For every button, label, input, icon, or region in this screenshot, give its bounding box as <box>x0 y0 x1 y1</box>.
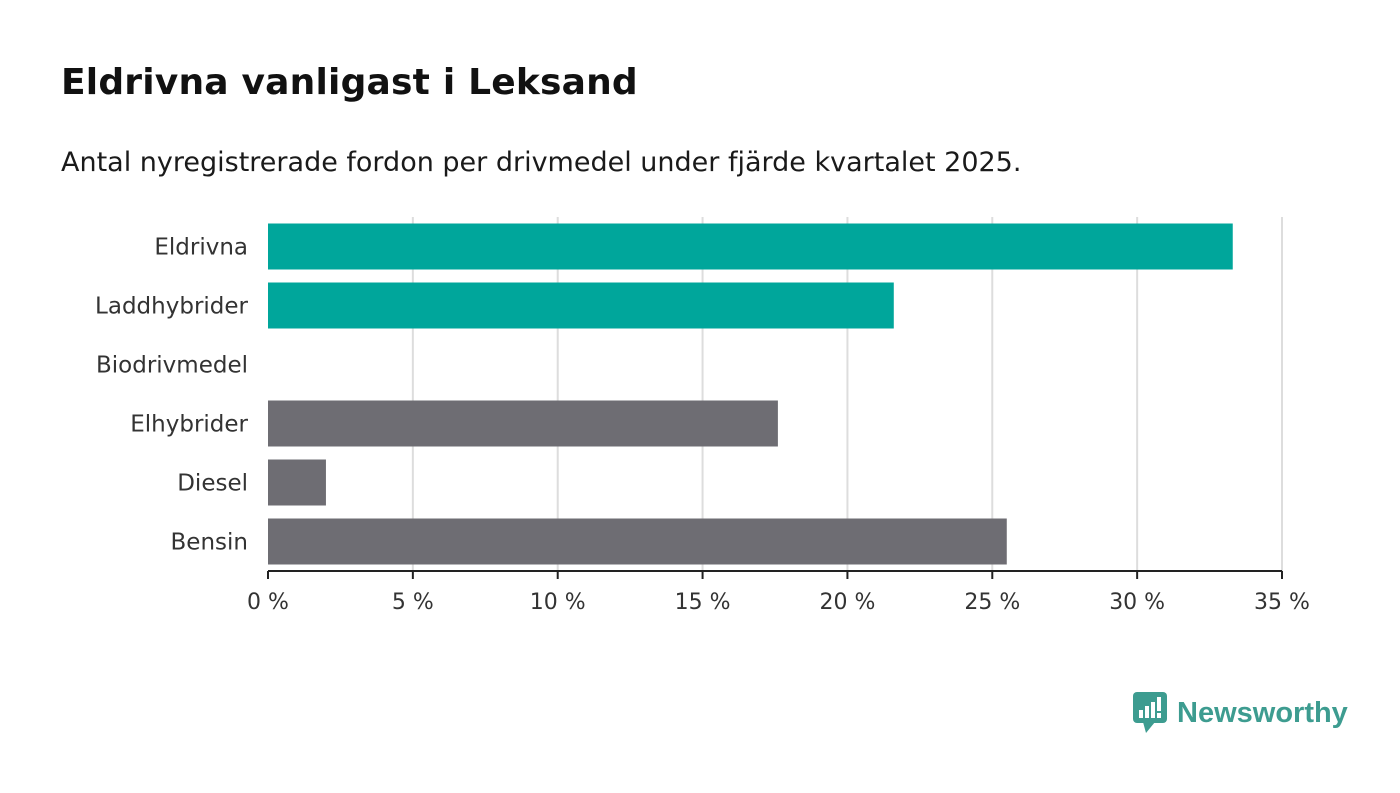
x-tick-label: 10 % <box>530 590 586 615</box>
x-tick-label: 15 % <box>675 590 731 615</box>
x-tick-label: 25 % <box>964 590 1020 615</box>
chart-title: Eldrivna vanligast i Leksand <box>61 62 638 103</box>
bars <box>268 223 1233 565</box>
bar-laddhybrider <box>268 282 894 329</box>
newsworthy-logo: Newsworthy <box>1133 692 1348 734</box>
category-label-biodrivmedel: Biodrivmedel <box>96 353 248 379</box>
x-tick-label: 0 % <box>247 590 289 615</box>
category-labels: Eldrivna Laddhybrider Biodrivmedel Elhybrid… <box>95 235 248 556</box>
x-tick-label: 30 % <box>1109 590 1165 615</box>
chart-subtitle: Antal nyregistrerade fordon per drivmede… <box>61 147 1022 178</box>
newsworthy-logo-icon <box>1133 692 1167 733</box>
newsworthy-logo-text: Newsworthy <box>1177 696 1348 729</box>
x-tick-label: 20 % <box>819 590 875 615</box>
category-label-diesel: Diesel <box>177 471 248 497</box>
bar-bensin <box>268 518 1007 565</box>
bar-elhybrider <box>268 400 778 447</box>
category-label-bensin: Bensin <box>171 530 248 556</box>
category-label-elhybrider: Elhybrider <box>130 412 248 438</box>
category-label-eldrivna: Eldrivna <box>154 235 248 261</box>
bar-eldrivna <box>268 223 1233 270</box>
x-tick-label: 35 % <box>1254 590 1310 615</box>
gridlines <box>411 217 1283 571</box>
bar-diesel <box>268 459 326 506</box>
category-label-laddhybrider: Laddhybrider <box>95 294 248 320</box>
x-tick-label: 5 % <box>392 590 434 615</box>
x-axis-ticks: 0 % 5 % 10 % 15 % 20 % 25 % 30 % 35 % <box>247 571 1310 615</box>
